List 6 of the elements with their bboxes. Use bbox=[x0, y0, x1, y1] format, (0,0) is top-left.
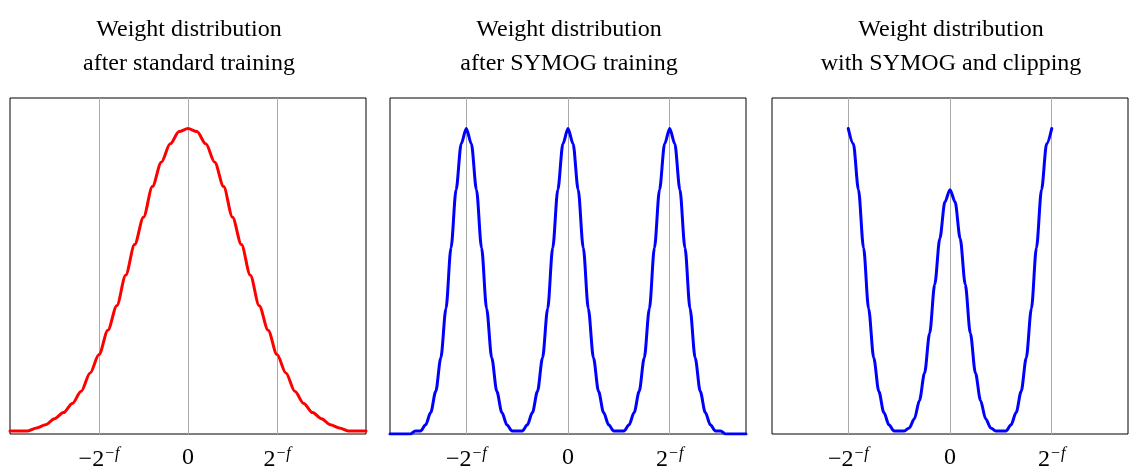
x-tick-label: 0 bbox=[562, 443, 574, 469]
chart-title: Weight distribution after standard training bbox=[83, 15, 295, 75]
x-tick-label: 0 bbox=[182, 443, 194, 469]
x-tick-label: 0 bbox=[944, 443, 956, 469]
chart-title: Weight distribution with SYMOG and clipping bbox=[820, 15, 1082, 75]
chart-title: Weight distribution after SYMOG training bbox=[460, 15, 678, 75]
